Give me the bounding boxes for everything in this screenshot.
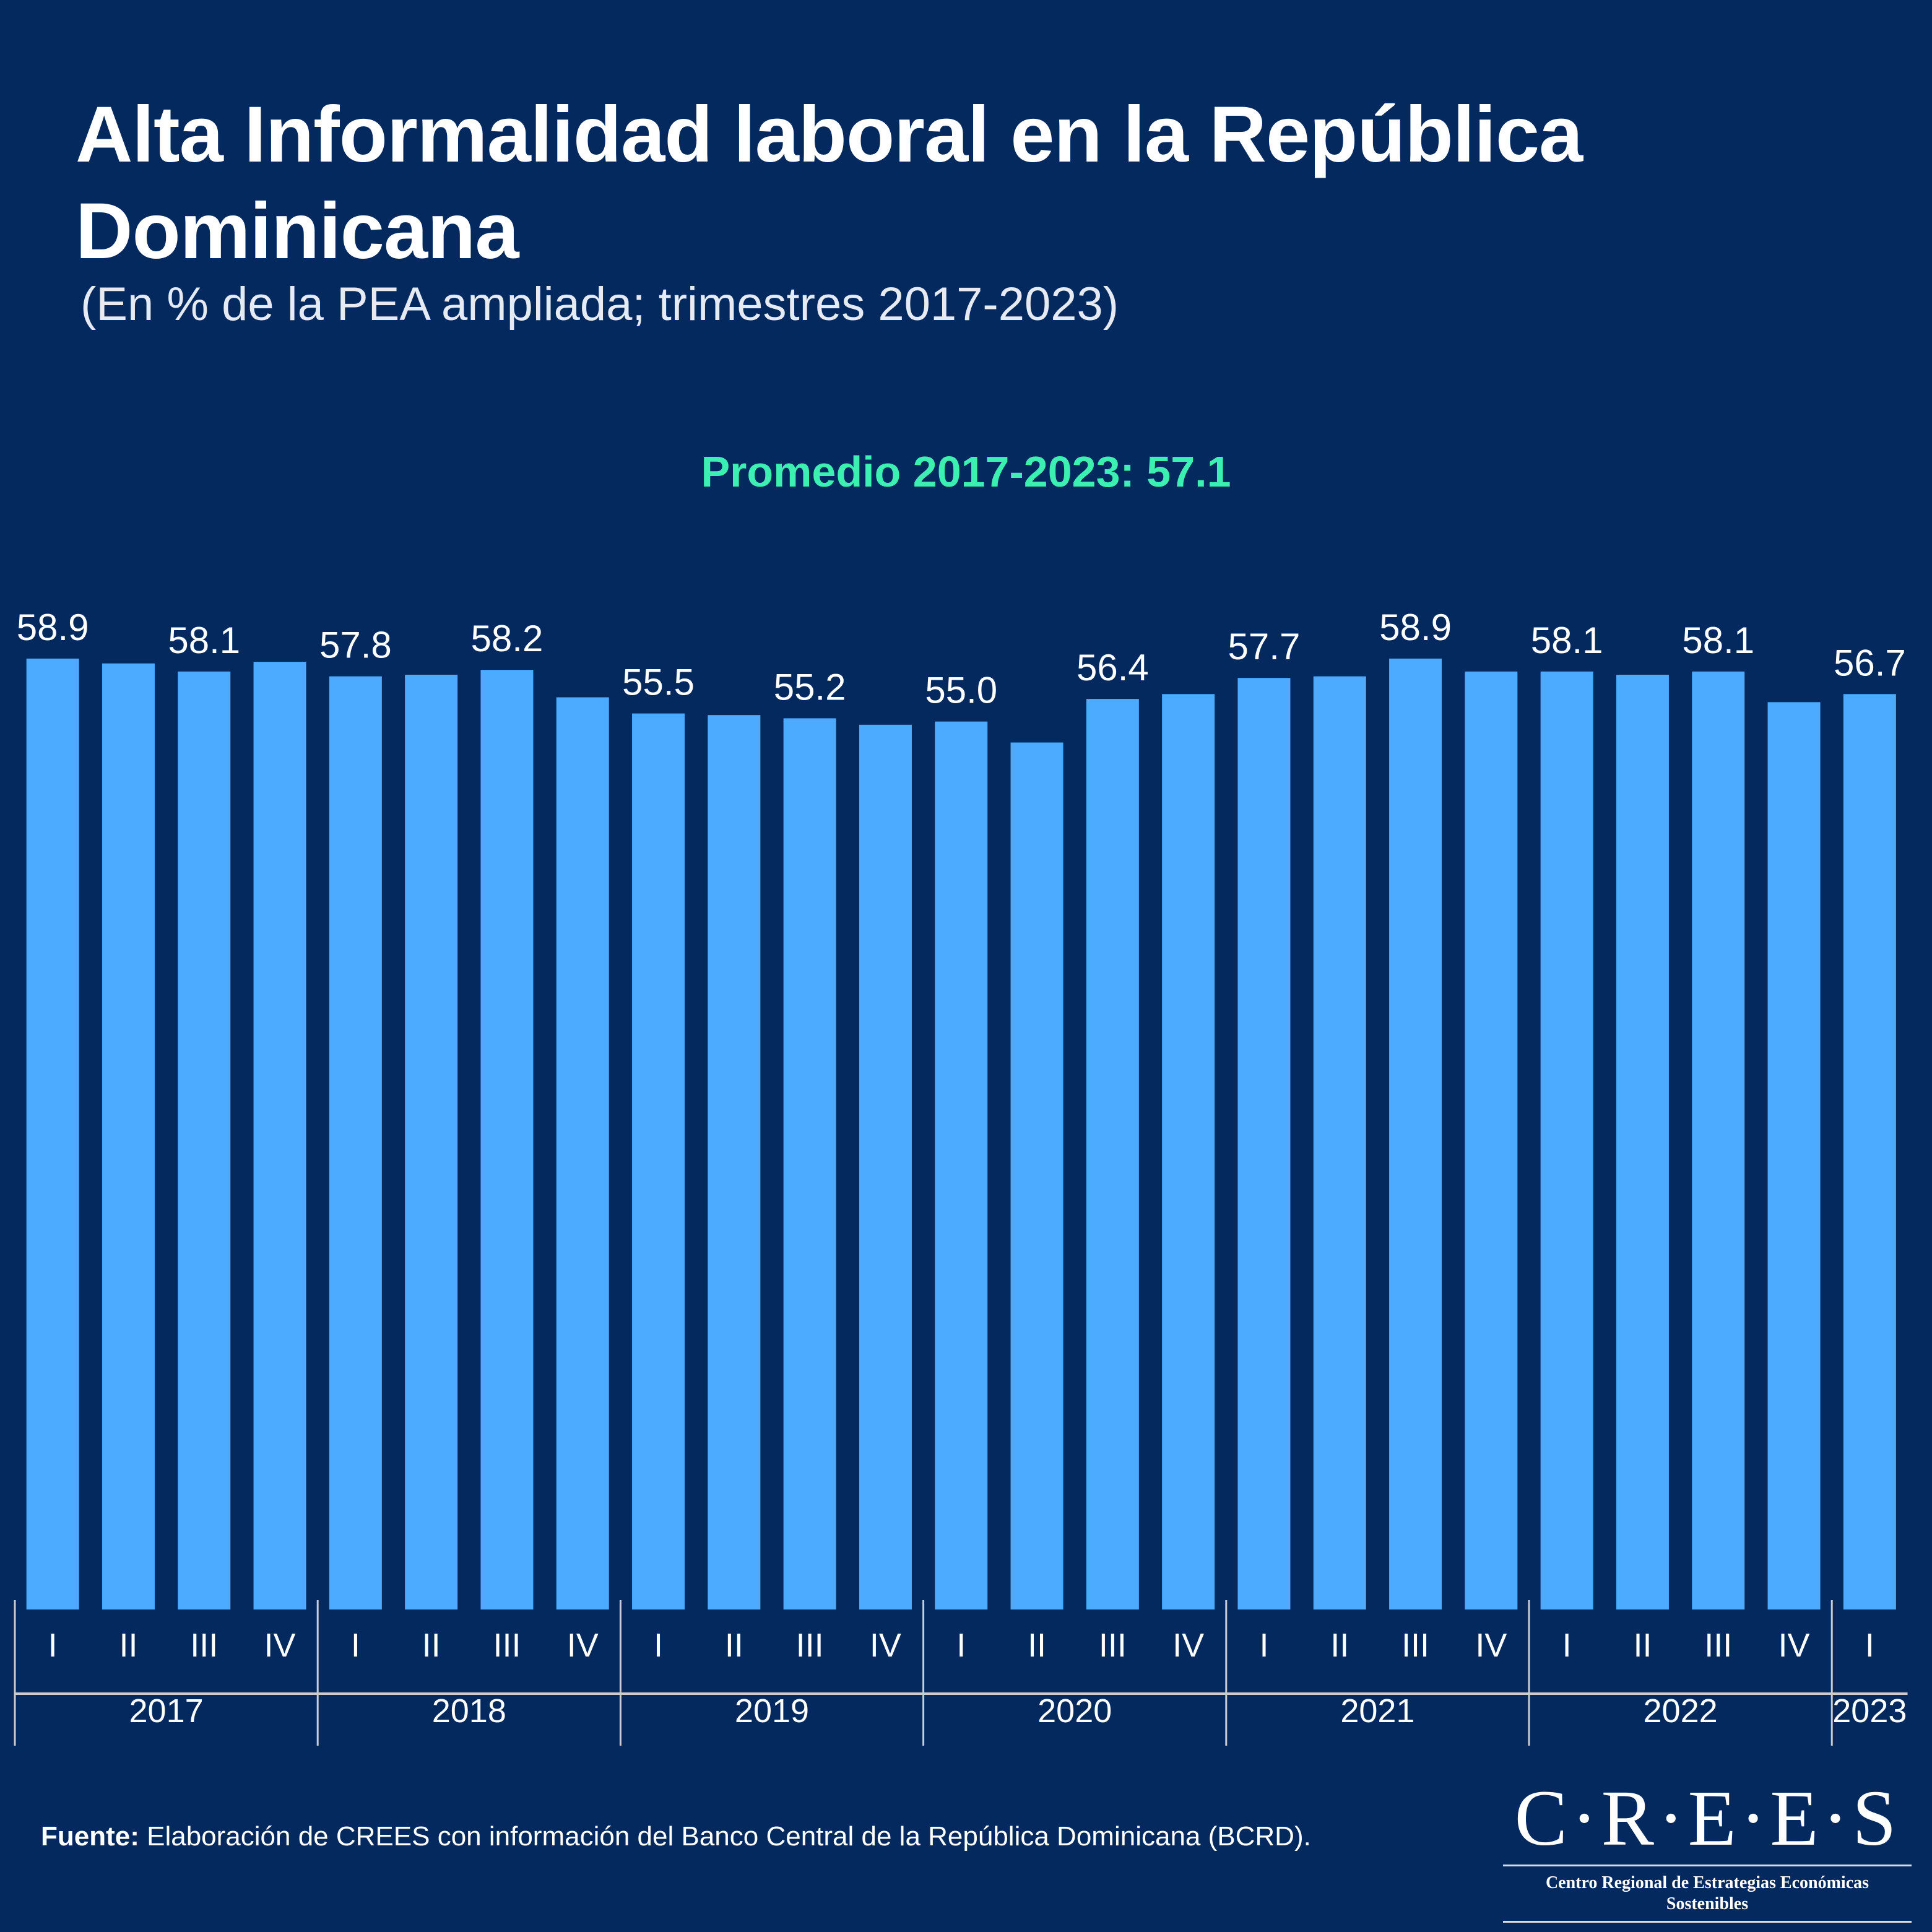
data-label: 58.9 xyxy=(1379,607,1452,648)
year-label: 2018 xyxy=(432,1692,506,1730)
quarter-tick-label: III xyxy=(190,1627,218,1664)
bar xyxy=(1162,694,1215,1609)
bar xyxy=(556,697,609,1609)
bar xyxy=(1843,694,1896,1609)
bar xyxy=(26,658,79,1609)
logo-rule-top xyxy=(1503,1865,1912,1866)
data-label: 58.1 xyxy=(1531,620,1603,661)
quarter-tick-label: IV xyxy=(264,1627,296,1664)
quarter-tick-label: IV xyxy=(1778,1627,1810,1664)
quarter-tick-label: I xyxy=(654,1627,663,1664)
data-label: 57.7 xyxy=(1228,626,1301,667)
year-label: 2017 xyxy=(129,1692,204,1730)
quarter-tick-label: I xyxy=(351,1627,360,1664)
quarter-tick-label: II xyxy=(725,1627,743,1664)
data-label: 55.2 xyxy=(774,666,846,708)
quarter-tick-label: II xyxy=(1330,1627,1349,1664)
year-label: 2022 xyxy=(1644,1692,1718,1730)
bar xyxy=(1237,678,1291,1609)
year-label: 2021 xyxy=(1340,1692,1414,1730)
year-label: 2019 xyxy=(735,1692,809,1730)
year-label: 2020 xyxy=(1037,1692,1112,1730)
bar xyxy=(632,713,685,1609)
quarter-tick-label: III xyxy=(1704,1627,1732,1664)
bar xyxy=(329,676,382,1609)
bar xyxy=(935,721,988,1609)
bar xyxy=(859,724,912,1609)
data-label: 57.8 xyxy=(319,625,392,666)
quarter-tick-label: II xyxy=(119,1627,137,1664)
bar xyxy=(178,671,231,1609)
quarter-tick-label: III xyxy=(796,1627,824,1664)
bar xyxy=(1616,674,1669,1609)
chart-subtitle: (En % de la PEA ampliada; trimestres 201… xyxy=(80,278,1119,331)
quarter-tick-label: II xyxy=(1028,1627,1046,1664)
logo-tagline: Centro Regional de Estrategias Económica… xyxy=(1545,1873,1869,1913)
quarter-tick-label: IV xyxy=(870,1627,901,1664)
bar xyxy=(1692,671,1745,1609)
source-note: Fuente: Elaboración de CREES con informa… xyxy=(41,1821,1311,1852)
data-label: 58.2 xyxy=(471,618,544,659)
bar xyxy=(1313,676,1366,1609)
bar xyxy=(1086,699,1139,1609)
bar xyxy=(405,674,458,1609)
average-note: Promedio 2017-2023: 57.1 xyxy=(701,448,1231,496)
crees-logo: C·R·E·E·S Centro Regional de Estrategias… xyxy=(1503,1778,1912,1929)
quarter-tick-label: I xyxy=(1562,1627,1572,1664)
data-label: 58.1 xyxy=(168,620,240,661)
data-label: 56.4 xyxy=(1076,647,1149,688)
logo-rule-bottom xyxy=(1503,1921,1912,1923)
bar xyxy=(1767,702,1821,1609)
quarter-tick-label: III xyxy=(1099,1627,1127,1664)
source-label: Fuente: xyxy=(41,1821,139,1852)
quarter-tick-label: II xyxy=(1633,1627,1652,1664)
quarter-tick-label: IV xyxy=(1475,1627,1507,1664)
data-label: 58.9 xyxy=(17,607,89,648)
quarter-tick-label: I xyxy=(48,1627,58,1664)
logo-wordmark: C·R·E·E·S xyxy=(1514,1774,1900,1862)
data-label: 55.0 xyxy=(925,670,997,711)
quarter-tick-label: I xyxy=(956,1627,966,1664)
bar xyxy=(708,715,761,1609)
bar xyxy=(480,670,534,1609)
bar xyxy=(1540,671,1593,1609)
data-label: 56.7 xyxy=(1834,642,1906,683)
bar xyxy=(1389,658,1442,1609)
source-text: Elaboración de CREES con información del… xyxy=(139,1821,1311,1852)
quarter-tick-label: IV xyxy=(1172,1627,1204,1664)
bar xyxy=(783,718,836,1609)
data-label: 55.5 xyxy=(622,662,695,703)
year-label: 2023 xyxy=(1832,1692,1907,1730)
bar xyxy=(102,663,155,1609)
data-label: 58.1 xyxy=(1682,620,1754,661)
quarter-tick-label: III xyxy=(493,1627,521,1664)
quarter-tick-label: III xyxy=(1401,1627,1429,1664)
quarter-tick-label: II xyxy=(422,1627,441,1664)
quarter-tick-label: IV xyxy=(567,1627,599,1664)
bar xyxy=(1010,742,1063,1609)
chart-title: Alta Informalidad laboral en la Repúblic… xyxy=(76,90,1583,275)
bar xyxy=(1465,671,1518,1609)
quarter-tick-label: I xyxy=(1259,1627,1268,1664)
bar xyxy=(253,662,306,1609)
quarter-tick-label: I xyxy=(1865,1627,1874,1664)
